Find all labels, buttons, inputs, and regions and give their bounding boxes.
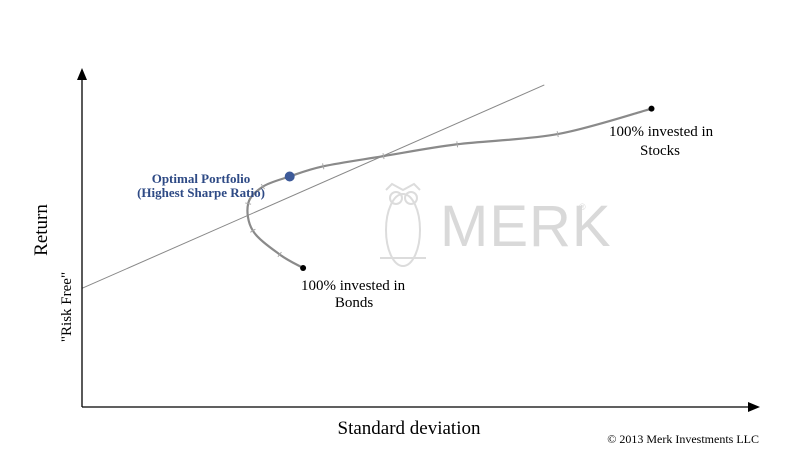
- frontier-tick: [277, 251, 282, 258]
- watermark-registered-mark: ®: [579, 202, 586, 212]
- x-axis-arrowhead: [748, 402, 760, 412]
- owl-logo-icon: [380, 182, 426, 267]
- risk-free-label: "Risk Free": [59, 272, 75, 342]
- optimal-label-line2: (Highest Sharpe Ratio): [137, 185, 265, 200]
- axes: [77, 68, 760, 412]
- optimal-portfolio-point: [284, 171, 295, 182]
- frontier-tick: [456, 141, 459, 148]
- frontier-tick: [556, 131, 559, 138]
- frontier-tick: [250, 228, 256, 233]
- bonds-endpoint: [300, 265, 307, 272]
- stocks-endpoint: [648, 105, 655, 112]
- frontier-tick: [322, 163, 325, 170]
- optimal-label-line1: Optimal Portfolio: [152, 171, 251, 186]
- frontier-tick: [245, 202, 252, 205]
- watermark-text: MERK: [440, 194, 612, 259]
- bonds-label-line1: 100% invested in: [301, 278, 406, 294]
- x-axis-label: Standard deviation: [338, 418, 481, 439]
- stocks-label-line2: Stocks: [640, 143, 680, 159]
- y-axis-label: Return: [31, 204, 52, 256]
- copyright-notice: © 2013 Merk Investments LLC: [607, 432, 759, 446]
- bonds-label-line2: Bonds: [335, 295, 374, 311]
- y-axis-arrowhead: [77, 68, 87, 80]
- efficient-frontier-curve: [246, 107, 652, 269]
- frontier-tick: [382, 153, 385, 160]
- frontier-tick: [260, 183, 265, 190]
- merk-watermark: MERK ®: [380, 182, 612, 267]
- stocks-label-line1: 100% invested in: [609, 124, 714, 140]
- capital-market-line: [81, 84, 545, 289]
- frontier-tick-marks: [245, 131, 559, 258]
